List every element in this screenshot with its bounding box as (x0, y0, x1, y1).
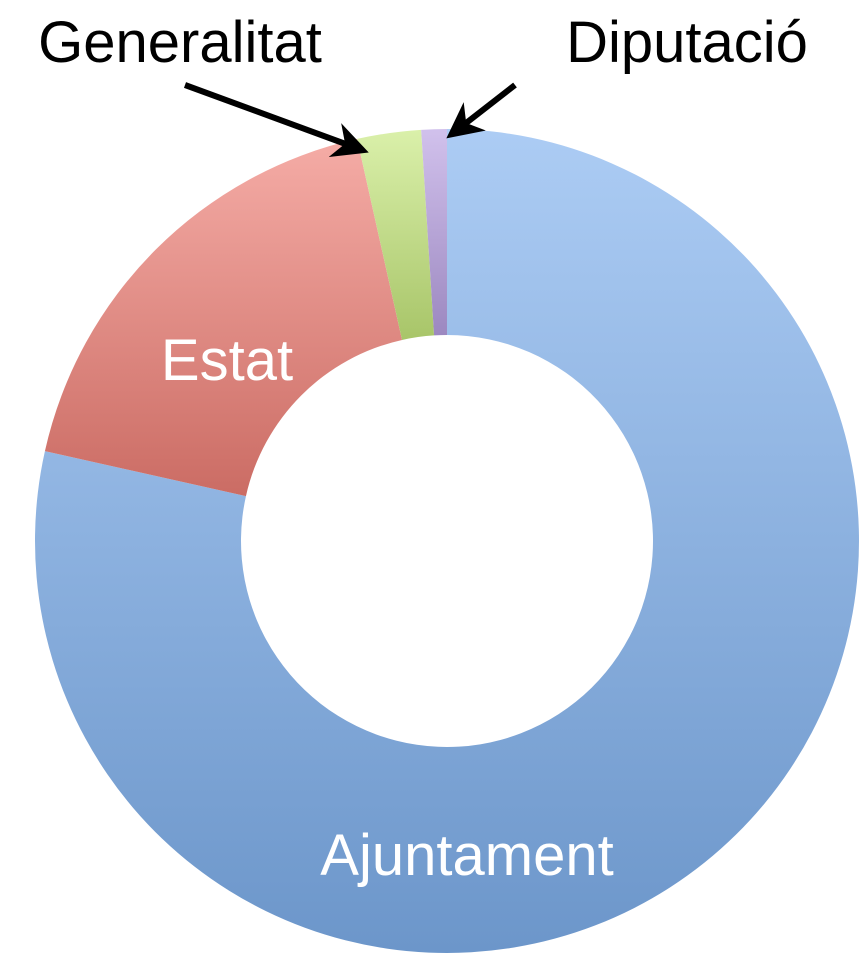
arrow (446, 82, 517, 139)
slice (421, 129, 447, 336)
slice (34, 129, 859, 953)
slice (44, 138, 403, 497)
slice-label: Diputació (566, 10, 808, 75)
slice-label: Generalitat (38, 10, 322, 75)
slice-label: Ajuntament (320, 823, 613, 888)
slices (34, 129, 859, 953)
slice (357, 129, 435, 340)
arrow (183, 82, 369, 157)
slice-label: Estat (161, 328, 293, 393)
